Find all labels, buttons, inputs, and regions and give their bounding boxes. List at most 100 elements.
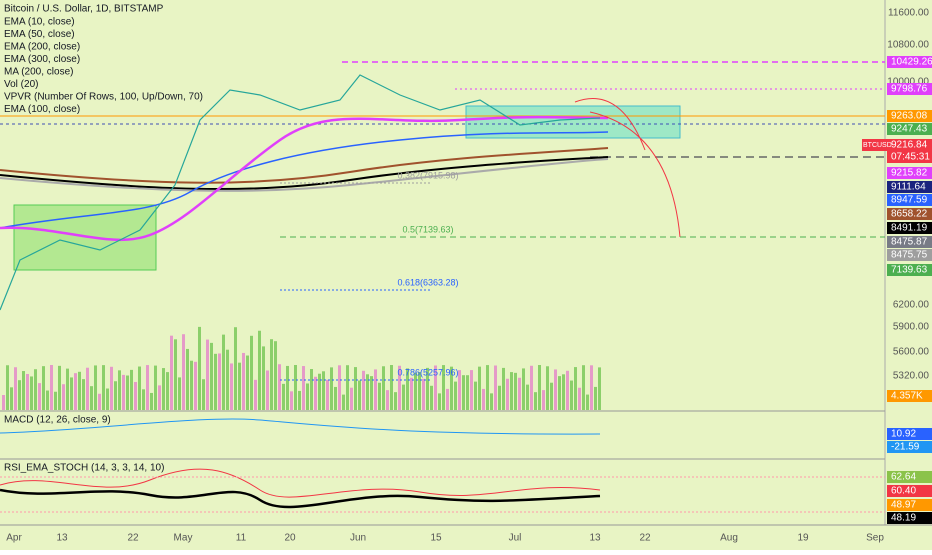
volume-bar: [66, 368, 69, 410]
volume-bar: [506, 378, 509, 410]
volume-bar: [426, 367, 429, 410]
volume-bar: [306, 383, 309, 410]
price-tag: [887, 151, 932, 163]
price-tag-label: 4.357K: [891, 391, 923, 402]
volume-bar: [482, 388, 485, 410]
volume-bar: [282, 383, 285, 410]
volume-bar: [390, 365, 393, 410]
volume-bar: [274, 341, 277, 410]
volume-bar: [494, 365, 497, 410]
volume-bar: [234, 327, 237, 410]
rsi-line: [0, 488, 601, 509]
volume-bar: [134, 381, 137, 410]
price-tag: [887, 485, 932, 497]
price-tag-label: 8658.22: [891, 209, 928, 220]
volume-bar: [514, 372, 517, 410]
price-tag: [887, 194, 932, 206]
volume-bar: [190, 360, 193, 410]
indicator-label: Vol (20): [4, 79, 38, 90]
indicator-label: MA (200, close): [4, 67, 73, 78]
volume-bar: [258, 330, 261, 410]
volume-bar: [186, 348, 189, 410]
volume-bar: [350, 387, 353, 410]
price-tag-label: 9215.82: [891, 168, 928, 179]
volume-bar: [518, 377, 521, 410]
volume-bar: [74, 373, 77, 410]
price-tag-label: 9263.08: [891, 111, 928, 122]
volume-bar: [250, 335, 253, 410]
volume-bar: [62, 384, 65, 410]
indicator-label: EMA (50, close): [4, 29, 75, 40]
volume-bar: [470, 370, 473, 410]
volume-bar: [34, 369, 37, 410]
price-tag-label: 8491.19: [891, 223, 928, 234]
volume-bar: [442, 365, 445, 410]
indicator-label: EMA (300, close): [4, 54, 80, 65]
volume-bar: [178, 377, 181, 410]
volume-bar: [266, 370, 269, 410]
ema-line: [0, 115, 609, 242]
volume-bar: [370, 376, 373, 410]
price-axis-label: 6200.00: [893, 300, 930, 311]
volume-bar: [498, 385, 501, 410]
price-tag-label: 62.64: [891, 472, 916, 483]
volume-bar: [70, 377, 73, 410]
volume-bar: [334, 386, 337, 410]
price-tag: [887, 512, 932, 524]
price-tag: [887, 236, 932, 248]
volume-bar: [242, 352, 245, 410]
fib-label: 0.786(5257.96): [397, 367, 458, 377]
volume-bar: [114, 381, 117, 410]
volume-bar: [398, 365, 401, 410]
price-tag: [887, 139, 932, 151]
symbol-tag: [862, 139, 887, 151]
ema-line: [0, 156, 609, 191]
volume-bar: [546, 366, 549, 410]
volume-bar: [122, 374, 125, 410]
volume-bar: [22, 371, 25, 410]
volume-bar: [486, 365, 489, 410]
volume-bar: [166, 372, 169, 410]
price-tag-label: 9798.76: [891, 84, 928, 95]
price-tag: [887, 208, 932, 220]
volume-bar: [298, 390, 301, 410]
volume-bar: [198, 326, 201, 410]
date-axis-label: 22: [639, 533, 651, 544]
volume-bar: [126, 375, 129, 410]
price-tag-label: 48.97: [891, 500, 916, 511]
volume-bar: [550, 382, 553, 410]
volume-bar: [566, 370, 569, 410]
volume-bar: [162, 368, 165, 410]
volume-bar: [562, 374, 565, 410]
date-axis-label: 11: [236, 533, 247, 544]
volume-bar: [46, 390, 49, 410]
volume-bar: [538, 365, 541, 410]
volume-bar: [410, 377, 413, 410]
date-axis-label: 15: [430, 533, 442, 544]
volume-bar: [146, 365, 149, 410]
price-axis-label: 10800.00: [887, 40, 929, 51]
pane-label: RSI_EMA_STOCH (14, 3, 3, 14, 10): [4, 463, 164, 474]
volume-bar: [570, 380, 573, 410]
pane-label: MACD (12, 26, close, 9): [4, 415, 111, 426]
date-axis-label: 19: [797, 533, 809, 544]
volume-bar: [210, 342, 213, 410]
price-tag: [887, 428, 932, 440]
volume-bar: [422, 378, 425, 410]
price-tag: [887, 123, 932, 135]
volume-bar: [458, 370, 461, 410]
volume-bar: [90, 386, 93, 410]
volume-bar: [110, 366, 113, 410]
price-tag-label: 8475.75: [891, 250, 928, 261]
volume-bar: [438, 393, 441, 410]
volume-bar: [530, 365, 533, 410]
volume-bar: [522, 368, 525, 410]
volume-bar: [322, 371, 325, 410]
volume-bar: [174, 339, 177, 410]
volume-bar: [214, 353, 217, 410]
volume-bar: [30, 376, 33, 410]
volume-bar: [82, 379, 85, 410]
macd-line: [0, 418, 601, 435]
